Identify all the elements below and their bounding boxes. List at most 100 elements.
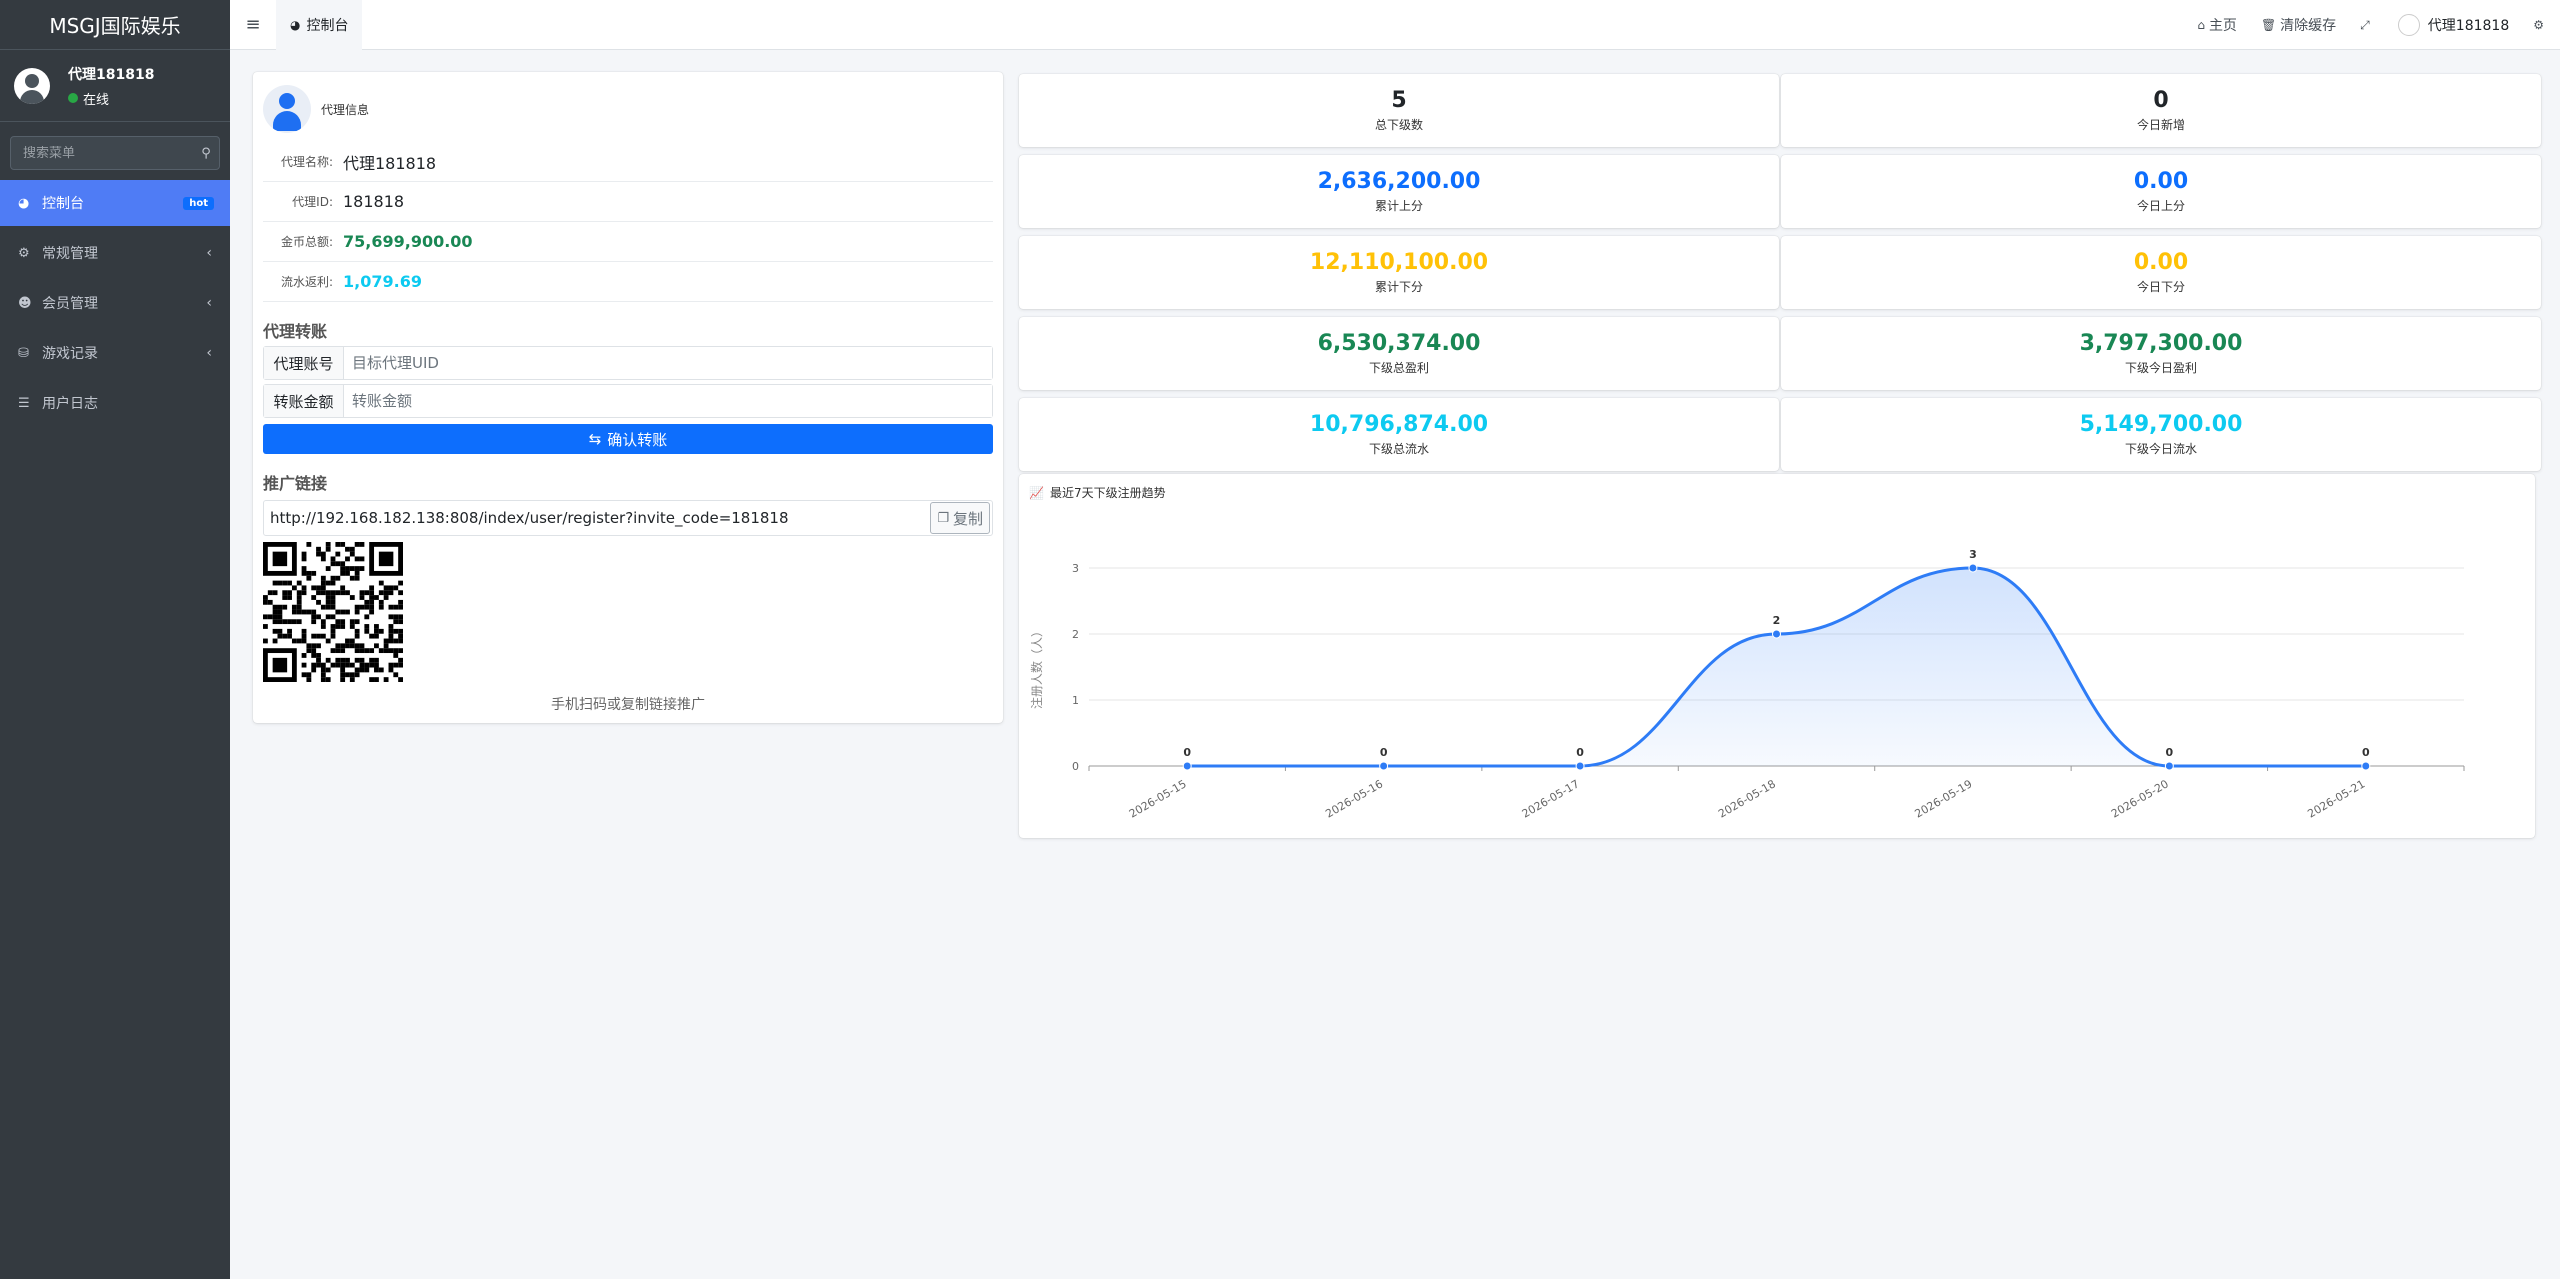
data-point xyxy=(1182,761,1192,771)
hot-badge: hot xyxy=(183,196,214,210)
stat-card: 5 总下级数 xyxy=(1019,74,1779,147)
rebate-row: 流水返利: 1,079.69 xyxy=(263,262,993,302)
sidebar-item-dashboard[interactable]: ◕ 控制台 hot xyxy=(0,180,230,226)
x-tick-label: 2026-05-19 xyxy=(1913,777,1975,820)
stat-card: 2,636,200.00 累计上分 xyxy=(1019,155,1779,228)
stat-value: 10,796,874.00 xyxy=(1309,412,1489,437)
expand-icon: ⤢ xyxy=(2360,17,2370,32)
sidebar-item-label: 控制台 xyxy=(42,196,84,212)
agent-name-row: 代理名称: 代理181818 xyxy=(263,142,993,182)
promo-link-group: http://192.168.182.138:808/index/user/re… xyxy=(263,500,993,536)
fullscreen-button[interactable]: ⤢ xyxy=(2348,0,2386,50)
agent-header: 代理信息 xyxy=(263,84,993,134)
online-status-icon xyxy=(68,93,78,103)
data-point xyxy=(1772,629,1781,639)
stat-value: 2,636,200.00 xyxy=(1317,169,1481,194)
qr-code xyxy=(263,542,403,682)
transfer-amount-input[interactable] xyxy=(344,385,992,417)
home-link[interactable]: ⌂ 主页 xyxy=(2185,0,2249,50)
x-tick-label: 2026-05-16 xyxy=(1323,777,1385,820)
stat-label: 总下级数 xyxy=(1374,118,1423,132)
data-label: 0 xyxy=(1380,746,1388,759)
clear-cache-button[interactable]: 🗑 清除缓存 xyxy=(2249,0,2348,50)
stat-card: 0.00 今日上分 xyxy=(1781,155,2541,228)
stat-card: 3,797,300.00 下级今日盈利 xyxy=(1781,317,2541,390)
qr-caption: 手机扫码或复制链接推广 xyxy=(551,697,705,713)
chart-title: 最近7天下级注册趋势 xyxy=(1049,486,1166,500)
stat-card: 0.00 今日下分 xyxy=(1781,236,2541,309)
chart-header: 📈 最近7天下级注册趋势 xyxy=(1029,484,1166,501)
data-label: 0 xyxy=(1576,746,1584,759)
sidebar-item-label: 常规管理 xyxy=(42,246,98,262)
user-avatar[interactable] xyxy=(14,67,50,104)
data-point xyxy=(2164,761,2174,771)
stat-card: 10,796,874.00 下级总流水 xyxy=(1019,398,1779,471)
y-axis-label: 注册人数（人） xyxy=(1029,625,1044,709)
cogs-icon: ⚙ xyxy=(2533,18,2544,32)
user-status: 在线 xyxy=(68,89,154,108)
transfer-account-group: 代理账号 xyxy=(263,346,993,380)
stat-label: 下级总盈利 xyxy=(1368,361,1429,375)
stat-value: 0.00 xyxy=(2133,169,2189,194)
transfer-amount-group: 转账金额 xyxy=(263,384,993,418)
stat-label: 今日下分 xyxy=(2136,280,2185,294)
menu-search-input[interactable] xyxy=(11,145,193,161)
data-label: 0 xyxy=(1183,746,1191,759)
transfer-title: 代理转账 xyxy=(263,322,328,341)
data-label: 0 xyxy=(2362,746,2370,759)
rebate-label: 流水返利: xyxy=(280,275,333,289)
stat-value: 0 xyxy=(2153,88,2169,113)
stat-label: 下级总流水 xyxy=(1368,442,1429,456)
promo-link[interactable]: http://192.168.182.138:808/index/user/re… xyxy=(270,509,789,527)
data-label: 3 xyxy=(1969,548,1977,561)
agent-info-card: 代理信息 代理名称: 代理181818 代理ID: 181818 金币总额: 7… xyxy=(253,72,1003,723)
x-tick-label: 2026-05-18 xyxy=(1716,777,1778,820)
topbar: ≡ ◕ 控制台 ⌂ 主页 🗑 清除缓存 ⤢ 代理181818 ⚙ xyxy=(230,0,2560,50)
y-tick-label: 3 xyxy=(1072,562,1079,575)
agent-name-label: 代理名称: xyxy=(280,155,333,169)
user-circle-icon: ☻ xyxy=(18,295,32,311)
chevron-left-icon: ‹ xyxy=(206,245,212,261)
confirm-transfer-button[interactable]: ⇆ 确认转账 xyxy=(263,424,993,454)
coins-value: 75,699,900.00 xyxy=(343,232,473,251)
transfer-account-input[interactable] xyxy=(344,347,992,379)
x-tick-label: 2026-05-21 xyxy=(2305,777,2367,820)
coins-row: 金币总额: 75,699,900.00 xyxy=(263,222,993,262)
sidebar-user-name[interactable]: 代理181818 xyxy=(68,66,155,83)
sidebar-item-user-logs[interactable]: ☰ 用户日志 xyxy=(0,380,230,426)
stat-label: 下级今日流水 xyxy=(2124,442,2197,456)
stat-label: 今日上分 xyxy=(2136,199,2185,213)
series-line xyxy=(1187,566,2366,768)
copy-label: 复制 xyxy=(952,509,983,528)
stat-card: 6,530,374.00 下级总盈利 xyxy=(1019,317,1779,390)
dashboard-icon: ◕ xyxy=(290,17,301,32)
user-menu[interactable]: 代理181818 xyxy=(2386,0,2521,50)
cogs-icon: ⚙ xyxy=(18,245,30,261)
stat-card: 12,110,100.00 累计下分 xyxy=(1019,236,1779,309)
agent-id-label: 代理ID: xyxy=(292,195,333,209)
sidebar-item-label: 游戏记录 xyxy=(42,346,98,362)
sidebar-item-general[interactable]: ⚙ 常规管理 ‹ xyxy=(0,230,230,276)
home-label: 主页 xyxy=(2208,18,2237,34)
chart-plot: 0 1 2 3 注册人数（人） 2026-05-15 2026-05-16 2026-05-1… xyxy=(1029,548,2465,821)
brand-logo[interactable]: MSGJ国际娱乐 xyxy=(0,0,230,50)
home-icon: ⌂ xyxy=(2197,18,2205,32)
sidebar-item-game-records[interactable]: ⛁ 游戏记录 ‹ xyxy=(0,330,230,376)
copy-link-button[interactable]: ❐ 复制 xyxy=(930,502,990,534)
menu-toggle-icon[interactable]: ≡ xyxy=(245,14,261,35)
transfer-amount-label: 转账金额 xyxy=(264,385,344,417)
line-chart-icon: 📈 xyxy=(1029,485,1044,500)
settings-button[interactable]: ⚙ xyxy=(2521,0,2560,50)
stat-card: 5,149,700.00 下级今日流水 xyxy=(1781,398,2541,471)
y-tick-label: 2 xyxy=(1072,628,1079,641)
dashboard-icon: ◕ xyxy=(18,195,30,211)
sidebar-item-members[interactable]: ☻ 会员管理 ‹ xyxy=(0,280,230,326)
rebate-value: 1,079.69 xyxy=(343,272,422,291)
coins-label: 金币总额: xyxy=(280,235,333,249)
search-icon[interactable]: ⚲ xyxy=(201,145,211,161)
sidebar-search: ⚲ xyxy=(10,136,220,170)
chevron-left-icon: ‹ xyxy=(206,345,212,361)
copy-icon: ❐ xyxy=(937,510,949,526)
tab-dashboard[interactable]: ◕ 控制台 xyxy=(276,0,363,50)
sidebar-item-label: 用户日志 xyxy=(42,396,98,412)
